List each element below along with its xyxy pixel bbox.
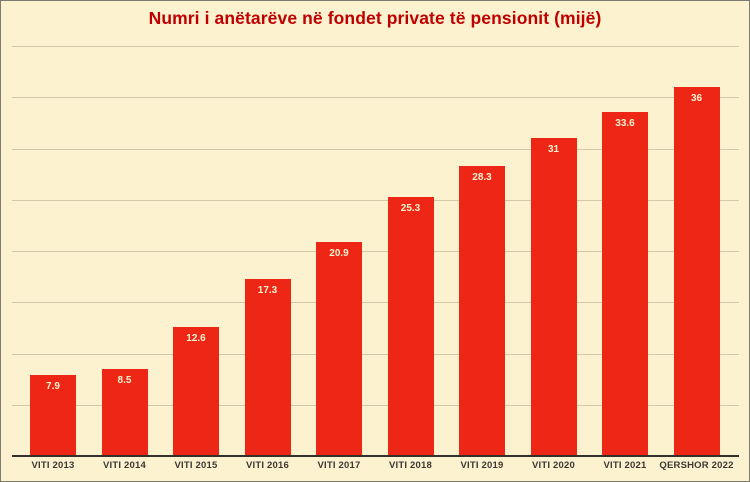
x-axis-label: VITI 2017 bbox=[317, 460, 361, 471]
bar-value-label: 31 bbox=[547, 144, 560, 156]
gridline bbox=[12, 404, 739, 406]
x-axis-label: VITI 2020 bbox=[532, 460, 575, 471]
bar: 7.9 bbox=[30, 375, 76, 456]
bar-value-label: 12.6 bbox=[186, 332, 206, 344]
x-axis-label: QERSHOR 2022 bbox=[659, 460, 734, 471]
bar-value-label: 17.3 bbox=[257, 284, 278, 296]
x-axis-label: VITI 2015 bbox=[174, 460, 218, 471]
bar: 20.9 bbox=[316, 241, 362, 456]
bar: 8.5 bbox=[101, 368, 148, 456]
x-axis-label: VITI 2019 bbox=[460, 460, 504, 471]
chart-title: Numri i anëtarëve në fondet private të p… bbox=[148, 8, 602, 28]
bar: 31 bbox=[530, 138, 577, 456]
bar: 33.6 bbox=[602, 111, 648, 456]
gridline bbox=[12, 353, 739, 355]
gridline bbox=[12, 46, 739, 47]
bar: 28.3 bbox=[459, 165, 505, 456]
gridline bbox=[12, 148, 739, 150]
bar-value-label: 28.3 bbox=[472, 171, 492, 183]
x-axis-label: VITI 2016 bbox=[246, 460, 289, 471]
bar: 17.3 bbox=[244, 278, 291, 456]
bar: 12.6 bbox=[173, 326, 219, 456]
bar: 25.3 bbox=[387, 196, 434, 456]
gridline bbox=[12, 97, 739, 99]
x-axis-label: VITI 2018 bbox=[389, 460, 432, 471]
bar-value-label: 25.3 bbox=[400, 202, 421, 214]
bar: 36 bbox=[673, 87, 720, 456]
x-axis-label: VITI 2013 bbox=[31, 460, 75, 471]
gridline bbox=[12, 302, 739, 304]
x-axis-label: VITI 2014 bbox=[103, 460, 146, 471]
x-axis-line bbox=[12, 454, 739, 457]
x-axis-label: VITI 2021 bbox=[603, 460, 647, 471]
bar-value-label: 8.5 bbox=[117, 374, 132, 386]
bar-value-label: 7.9 bbox=[46, 381, 60, 393]
bar-value-label: 36 bbox=[690, 93, 703, 104]
bar-value-label: 33.6 bbox=[615, 117, 635, 129]
gridline bbox=[12, 199, 739, 201]
bar-value-label: 20.9 bbox=[329, 247, 349, 259]
gridline bbox=[12, 251, 739, 252]
